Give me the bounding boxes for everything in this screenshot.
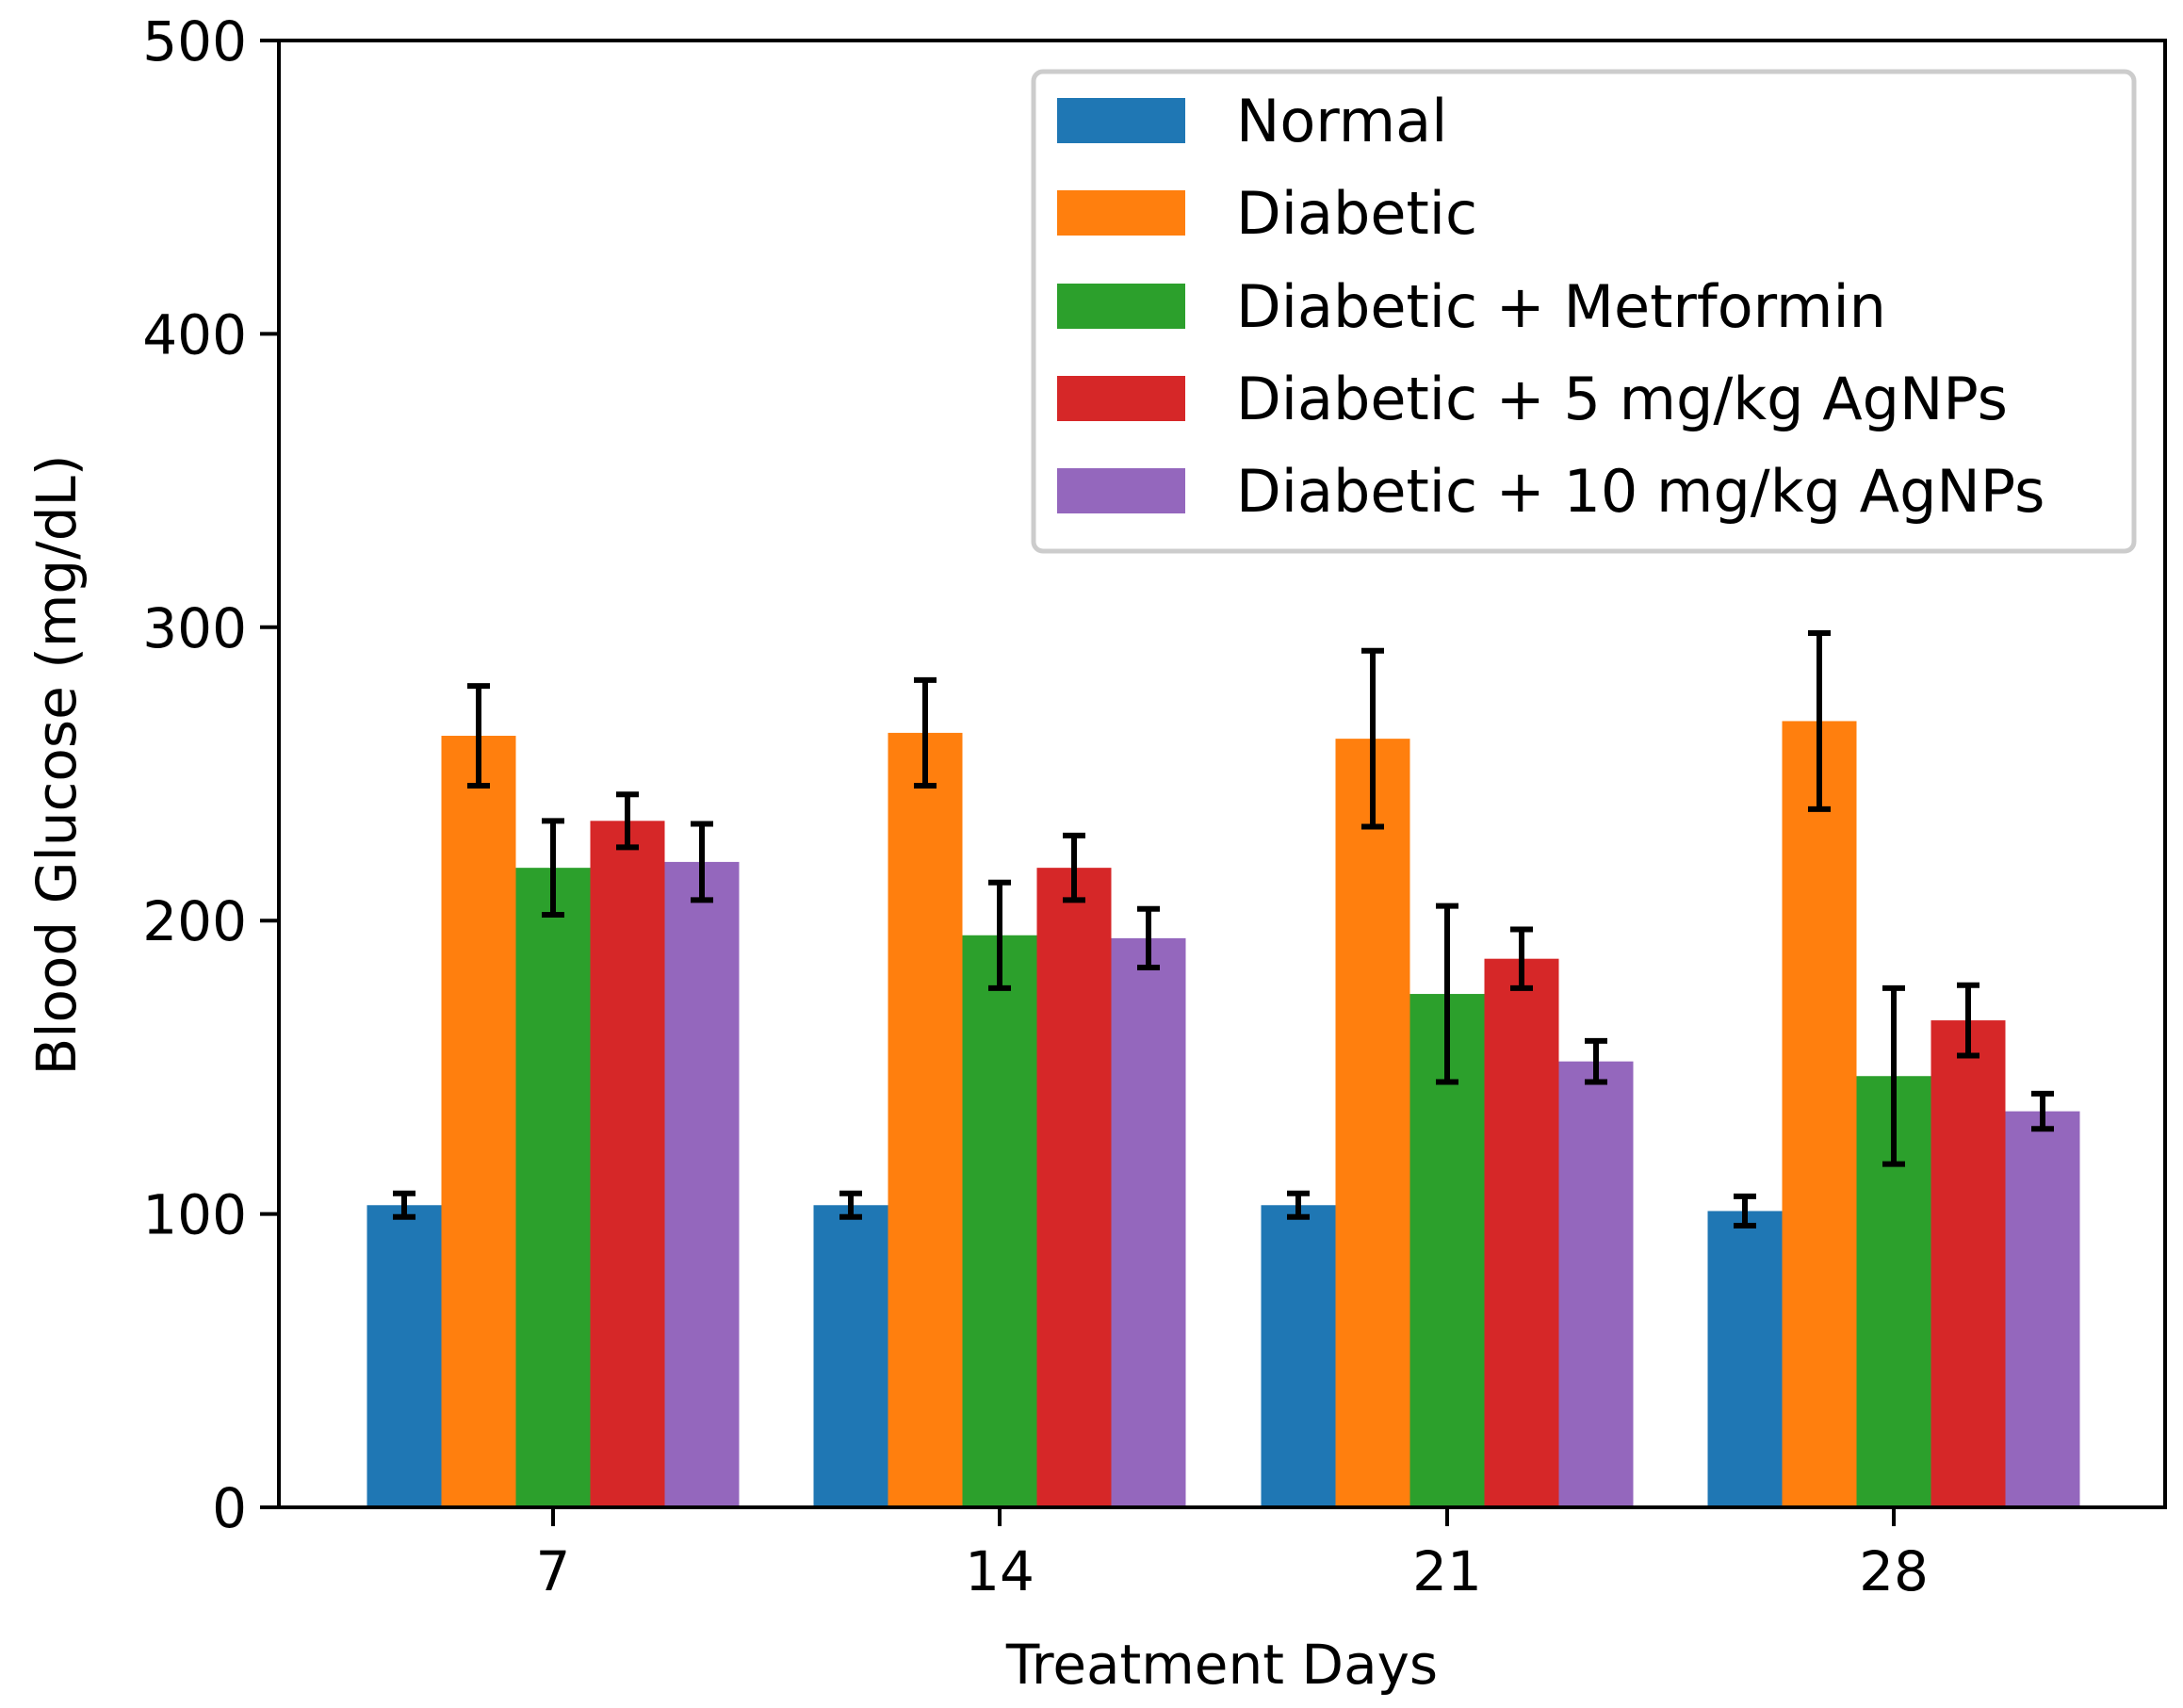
error-bar-series-0-cat-1 (839, 1190, 862, 1220)
error-bar-series-2-cat-1 (988, 879, 1011, 991)
error-bar-series-4-cat-0 (691, 821, 713, 903)
error-bar-series-2-cat-3 (1882, 984, 1905, 1167)
bar-series-3-cat-2 (1484, 958, 1559, 1507)
legend-swatch-2 (1057, 284, 1185, 329)
y-tick-label: 100 (142, 1183, 247, 1247)
legend-swatch-1 (1057, 190, 1185, 236)
error-bar-series-3-cat-2 (1510, 926, 1533, 991)
y-axis-label: Blood Glucose (mg/dL) (24, 455, 89, 1076)
bar-series-1-cat-3 (1782, 721, 1857, 1507)
axes-layer (277, 39, 2167, 1509)
bar-series-3-cat-0 (590, 821, 665, 1507)
error-bar-series-4-cat-2 (1585, 1037, 1607, 1085)
y-tick-label: 500 (142, 9, 247, 73)
y-tick-label: 300 (142, 596, 247, 660)
bar-series-0-cat-1 (813, 1205, 888, 1507)
y-tick-label: 200 (142, 889, 247, 953)
legend-label-0: Normal (1236, 87, 1447, 155)
bar-series-0-cat-3 (1707, 1211, 1783, 1507)
bar-series-2-cat-0 (515, 868, 591, 1507)
error-bar-series-0-cat-0 (393, 1190, 415, 1220)
error-bar-series-3-cat-1 (1063, 832, 1085, 903)
legend-label-4: Diabetic + 10 mg/kg AgNPs (1236, 457, 2045, 526)
x-tick-label: 21 (1412, 1539, 1482, 1603)
error-bar-series-0-cat-2 (1287, 1190, 1310, 1220)
ticks-layer: 0 100 200 300 400 500 7 14 21 28 (142, 9, 1929, 1603)
error-bar-series-3-cat-0 (616, 791, 639, 851)
legend-swatch-3 (1057, 376, 1185, 421)
legend: Normal Diabetic Diabetic + Metrformin Diabe… (1031, 69, 2137, 554)
error-bar-series-2-cat-0 (542, 818, 564, 918)
bar-series-2-cat-1 (962, 935, 1037, 1507)
legend-swatch-4 (1057, 468, 1185, 513)
bar-series-0-cat-0 (367, 1205, 442, 1507)
bar-series-3-cat-3 (1930, 1020, 2006, 1507)
error-bar-series-1-cat-3 (1808, 630, 1831, 812)
error-bar-series-0-cat-3 (1734, 1193, 1756, 1229)
bar-series-1-cat-0 (441, 736, 516, 1507)
error-bar-series-2-cat-2 (1436, 903, 1458, 1085)
bar-series-4-cat-2 (1558, 1061, 1634, 1507)
y-tick-label: 0 (212, 1476, 247, 1540)
legend-box (1031, 69, 2137, 554)
x-tick-label: 28 (1859, 1539, 1929, 1603)
plot-frame (277, 39, 2167, 1509)
error-bar-series-3-cat-3 (1957, 982, 1979, 1059)
bar-series-3-cat-1 (1036, 868, 1112, 1507)
bar-series-1-cat-1 (888, 732, 963, 1507)
x-tick-label: 14 (965, 1539, 1034, 1603)
bar-series-4-cat-1 (1111, 937, 1186, 1507)
bar-series-1-cat-2 (1335, 739, 1410, 1507)
bar-series-4-cat-3 (2005, 1111, 2080, 1507)
error-bars-layer (393, 630, 2054, 1229)
legend-swatch-0 (1057, 98, 1185, 143)
bar-series-4-cat-0 (664, 861, 740, 1507)
bar-series-0-cat-2 (1261, 1205, 1336, 1507)
legend-label-1: Diabetic (1236, 179, 1477, 248)
error-bar-series-4-cat-1 (1137, 905, 1160, 971)
bars-layer (367, 721, 2080, 1507)
legend-label-3: Diabetic + 5 mg/kg AgNPs (1236, 365, 2008, 433)
error-bar-series-1-cat-1 (914, 676, 937, 789)
legend-label-2: Diabetic + Metrformin (1236, 272, 1886, 341)
error-bar-series-1-cat-2 (1361, 647, 1384, 830)
y-tick-label: 400 (142, 302, 247, 366)
x-axis-label: Treatment Days (1005, 1633, 1438, 1697)
error-bar-series-4-cat-3 (2031, 1090, 2054, 1132)
x-tick-label: 7 (536, 1539, 571, 1603)
error-bar-series-1-cat-0 (467, 683, 490, 789)
